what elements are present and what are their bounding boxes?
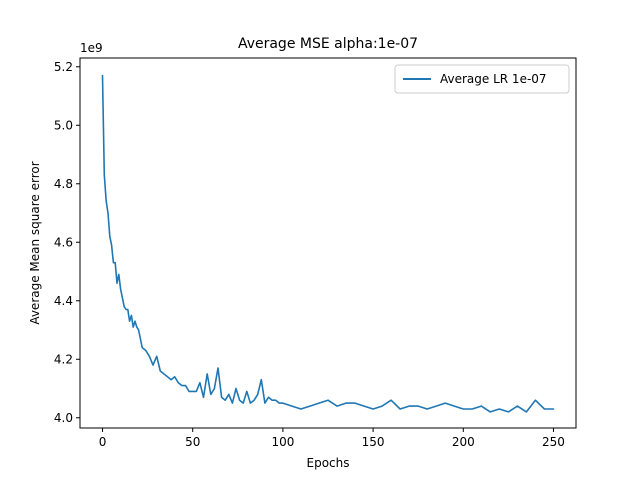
y-tick-label: 4.4: [54, 294, 73, 308]
x-tick-label: 200: [452, 435, 475, 449]
y-tick-label: 5.2: [54, 60, 73, 74]
legend-label: Average LR 1e-07: [440, 72, 547, 86]
y-tick-label: 4.0: [54, 411, 73, 425]
x-tick-label: 250: [542, 435, 565, 449]
series-layer: [101, 74, 555, 413]
series-line-average-lr: [101, 74, 555, 413]
x-axis-ticks: 0 50 100 150 200 250: [99, 428, 565, 449]
x-tick-label: 100: [271, 435, 294, 449]
x-tick-label: 0: [99, 435, 107, 449]
plot-frame: [79, 57, 577, 429]
x-axis-label: Epochs: [307, 456, 350, 470]
legend-box: [394, 64, 570, 94]
y-tick-label: 4.8: [54, 177, 73, 191]
y-axis-multiplier: 1e9: [80, 41, 103, 55]
y-tick-label: 4.2: [54, 352, 73, 366]
y-tick-label: 4.6: [54, 235, 73, 249]
x-tick-label: 50: [185, 435, 200, 449]
y-axis-ticks: 4.0 4.2 4.4 4.6 4.8 5.0 5.2: [54, 60, 80, 425]
chart-title: Average MSE alpha:1e-07: [238, 36, 418, 52]
legend: Average LR 1e-07: [394, 64, 570, 94]
x-tick-label: 150: [362, 435, 385, 449]
y-axis-label: Average Mean square error: [28, 161, 42, 324]
y-tick-label: 5.0: [54, 118, 73, 132]
